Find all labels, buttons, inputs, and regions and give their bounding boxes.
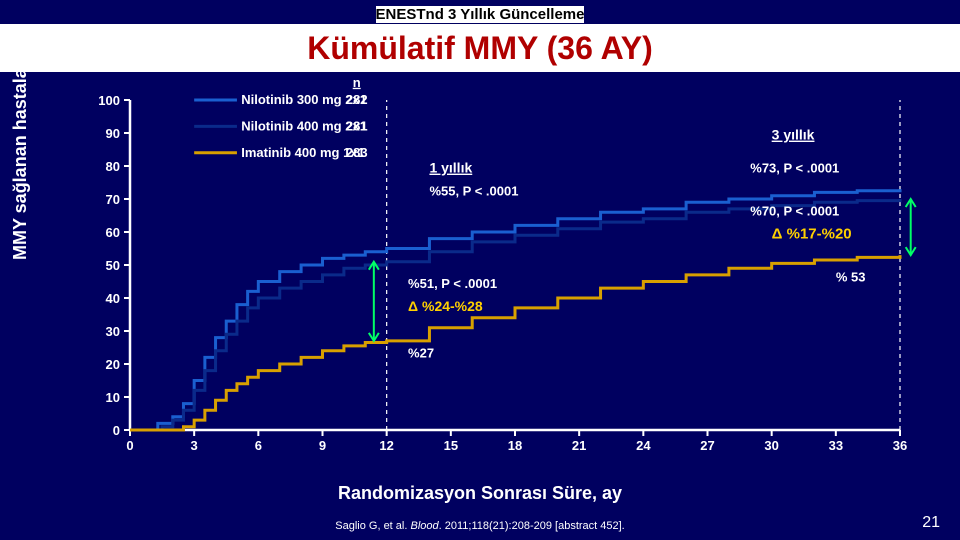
svg-text:%73, P < .0001: %73, P < .0001 bbox=[750, 161, 839, 176]
svg-text:1 yıllık: 1 yıllık bbox=[429, 160, 472, 176]
svg-text:36: 36 bbox=[893, 438, 907, 453]
svg-text:9: 9 bbox=[319, 438, 326, 453]
page-number: 21 bbox=[922, 514, 940, 532]
citation: Saglio G, et al. Blood. 2011;118(21):208… bbox=[0, 520, 960, 532]
svg-text:50: 50 bbox=[106, 258, 120, 273]
svg-text:40: 40 bbox=[106, 291, 120, 306]
svg-text:% 53: % 53 bbox=[836, 270, 866, 285]
svg-text:70: 70 bbox=[106, 192, 120, 207]
supertitle: ENESTnd 3 Yıllık Güncelleme bbox=[0, 6, 960, 23]
svg-text:90: 90 bbox=[106, 126, 120, 141]
svg-text:15: 15 bbox=[444, 438, 458, 453]
svg-text:3: 3 bbox=[191, 438, 198, 453]
svg-text:12: 12 bbox=[379, 438, 393, 453]
svg-text:18: 18 bbox=[508, 438, 522, 453]
svg-text:100: 100 bbox=[98, 93, 120, 108]
svg-text:%55, P < .0001: %55, P < .0001 bbox=[429, 184, 518, 199]
svg-text:30: 30 bbox=[764, 438, 778, 453]
svg-text:33: 33 bbox=[829, 438, 843, 453]
svg-text:282: 282 bbox=[346, 92, 368, 107]
x-axis-label: Randomizasyon Sonrası Süre, ay bbox=[0, 483, 960, 504]
svg-text:80: 80 bbox=[106, 159, 120, 174]
svg-text:283: 283 bbox=[346, 145, 368, 160]
svg-text:60: 60 bbox=[106, 225, 120, 240]
svg-text:21: 21 bbox=[572, 438, 586, 453]
svg-text:0: 0 bbox=[113, 423, 120, 438]
svg-text:10: 10 bbox=[106, 390, 120, 405]
svg-text:281: 281 bbox=[346, 118, 368, 133]
svg-text:Δ %17-%20: Δ %17-%20 bbox=[772, 226, 852, 243]
svg-text:30: 30 bbox=[106, 324, 120, 339]
slide-title: Kümülatif MMY (36 AY) bbox=[307, 30, 653, 67]
svg-text:%27: %27 bbox=[408, 345, 434, 360]
svg-text:20: 20 bbox=[106, 357, 120, 372]
svg-text:0: 0 bbox=[126, 438, 133, 453]
chart-svg: 0102030405060708090100036912151821242730… bbox=[40, 80, 920, 480]
svg-text:%51, P < .0001: %51, P < .0001 bbox=[408, 276, 497, 291]
y-axis-label: MMY sağlanan hastalar, % bbox=[10, 36, 31, 260]
svg-text:6: 6 bbox=[255, 438, 262, 453]
svg-text:Δ %24-%28: Δ %24-%28 bbox=[408, 298, 483, 314]
title-bar: Kümülatif MMY (36 AY) bbox=[0, 24, 960, 72]
svg-text:%70, P < .0001: %70, P < .0001 bbox=[750, 204, 839, 219]
svg-text:24: 24 bbox=[636, 438, 651, 453]
slide: ENESTnd 3 Yıllık Güncelleme Kümülatif MM… bbox=[0, 0, 960, 540]
svg-text:3 yıllık: 3 yıllık bbox=[772, 127, 815, 143]
chart-area: 0102030405060708090100036912151821242730… bbox=[40, 80, 920, 480]
svg-text:n: n bbox=[353, 80, 361, 90]
svg-text:27: 27 bbox=[700, 438, 714, 453]
